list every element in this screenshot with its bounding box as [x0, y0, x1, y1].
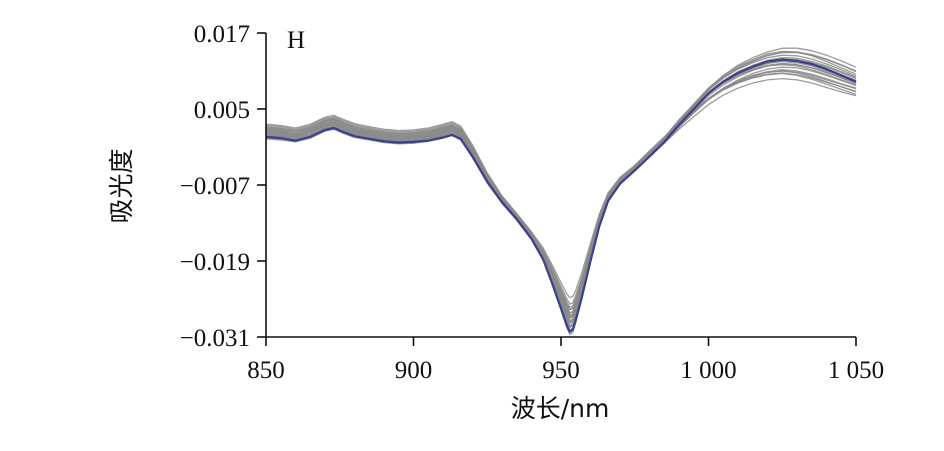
x-tick-label: 1 050: [828, 357, 884, 384]
x-tick-label: 1 000: [680, 357, 736, 384]
spectrum-line: [265, 63, 857, 324]
y-tick-label: −0.031: [180, 325, 250, 352]
spectrum-line: [265, 60, 857, 319]
spectrum-line: [265, 64, 857, 314]
x-axis-title: 波长/nm: [511, 394, 610, 423]
spectrum-line: [265, 58, 857, 319]
spectrum-line: [265, 70, 857, 299]
spectrum-line: [265, 69, 857, 314]
series-layer: [265, 47, 857, 336]
spectrum-line: [265, 62, 857, 308]
y-tick-label: 0.005: [194, 97, 250, 124]
x-tick-label: 900: [395, 357, 433, 384]
spectrum-line: [265, 47, 857, 322]
y-tick-label: −0.019: [180, 249, 250, 276]
ticks-layer: 0.017 0.005 −0.007 −0.019 −0.031 850 900 950 1 0…: [180, 21, 884, 384]
panel-label: H: [287, 27, 305, 54]
spectrum-line: [265, 77, 857, 311]
x-tick-label: 950: [542, 357, 580, 384]
y-tick-label: 0.017: [194, 21, 250, 48]
y-axis-title: 吸光度: [107, 148, 136, 223]
spectrum-line: [265, 72, 857, 305]
spectrum-line: [265, 70, 857, 316]
y-tick-label: −0.007: [180, 173, 250, 200]
spectrum-line: [265, 72, 857, 310]
highlight-spectrum-line: [265, 58, 857, 333]
spectrum-line: [265, 54, 857, 317]
x-tick-label: 850: [247, 357, 285, 384]
